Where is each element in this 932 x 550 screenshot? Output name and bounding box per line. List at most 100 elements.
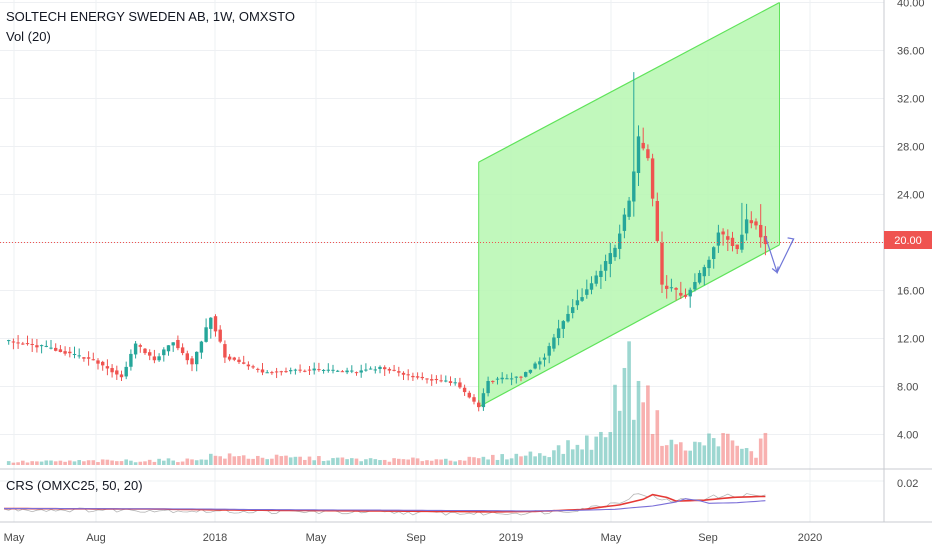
candle-body [716, 232, 721, 246]
volume-bar [467, 456, 472, 465]
candle-body [58, 349, 63, 352]
time-axis[interactable]: May Aug 2018 May Sep 2019 May Sep 2020 [4, 532, 823, 544]
candle-body [82, 357, 86, 359]
volume-bar [241, 455, 246, 465]
volume-bar [251, 458, 255, 465]
volume-bar [227, 453, 232, 465]
candle-body [561, 321, 565, 329]
volume-bar [232, 456, 237, 465]
crs-slow-line [4, 498, 766, 512]
volume-bar [288, 457, 293, 465]
arrow-head-up [787, 237, 795, 246]
volume-bar [608, 432, 613, 465]
candle-body [533, 363, 537, 369]
candle-body [669, 287, 674, 289]
candle-body [7, 340, 11, 342]
volume-bar [646, 385, 650, 465]
candle-body [387, 368, 392, 371]
candle-body [284, 371, 288, 373]
candle-body [674, 287, 678, 290]
candle-body [359, 370, 363, 373]
candle-body [115, 370, 119, 375]
volume-bar [378, 460, 382, 465]
volume-bar [326, 460, 331, 465]
candle-body [406, 374, 410, 376]
time-tick-label: 2020 [798, 532, 822, 544]
volume-bar [11, 462, 16, 465]
volume-bar [641, 402, 645, 465]
price-axis[interactable]: 4.00 8.00 12.00 16.00 24.00 28.00 32.00 36.00 40… [897, 0, 925, 442]
candle-body [397, 371, 401, 373]
volume-bar [401, 459, 406, 465]
candle-body [303, 370, 307, 372]
volume-bar [237, 456, 241, 465]
candle-body [585, 289, 589, 295]
volume-bar [162, 460, 166, 465]
volume-bar [688, 450, 692, 465]
volume-bar [472, 457, 476, 465]
last-price-text: 20.00 [894, 235, 922, 247]
candle-body [439, 380, 443, 382]
candle-body [274, 371, 279, 373]
candle-body [256, 368, 260, 370]
candle-body [336, 370, 340, 372]
candle-body [462, 387, 467, 393]
volume-bar [702, 445, 707, 465]
candle-body [368, 368, 373, 370]
last-price-tag [884, 231, 932, 249]
forecast-arrows[interactable] [764, 236, 795, 275]
candle-body [171, 342, 175, 346]
candle-body [63, 351, 67, 354]
volume-bar [711, 438, 716, 465]
volume-bar [350, 458, 354, 465]
volume-bar [594, 436, 598, 465]
volume-bar [166, 458, 171, 465]
candle-body [307, 369, 312, 371]
price-tick-label: 24.00 [897, 190, 925, 202]
volume-bar [274, 454, 279, 465]
candle-body [373, 369, 377, 371]
candle-body [166, 345, 171, 352]
volume-bar [730, 440, 735, 465]
candle-body [232, 357, 236, 360]
candle-body [495, 378, 500, 380]
volume-bar [82, 461, 86, 465]
candle-body [223, 344, 227, 358]
volume-bar [270, 458, 274, 465]
volume-bar [307, 456, 312, 465]
crs-tick: 0.02 [897, 478, 918, 490]
volume-bar [509, 458, 514, 465]
volume-bar [547, 457, 551, 465]
volume-bar [500, 454, 504, 465]
price-tick-label: 28.00 [897, 142, 925, 154]
candle-body [472, 397, 476, 402]
volume-bar [260, 457, 265, 465]
volume-bar [392, 458, 396, 465]
volume-bar [570, 449, 575, 465]
volume-bar [265, 459, 269, 465]
candle-body [763, 235, 768, 245]
volume-bar [674, 444, 678, 465]
candle-body [96, 360, 100, 364]
volume-bar [279, 456, 284, 465]
candle-body [340, 371, 345, 373]
volume-bar [660, 445, 664, 465]
candle-body [317, 369, 321, 371]
candle-body [702, 267, 706, 277]
volume-bar [721, 433, 725, 465]
candle-body [665, 285, 669, 289]
channel-lower-line [478, 244, 780, 408]
volume-bar [439, 459, 443, 465]
candle-body [580, 297, 584, 301]
volume-bar [58, 460, 63, 465]
volume-bar [147, 459, 152, 465]
volume-bar [538, 453, 542, 465]
candle-body [152, 356, 157, 361]
candle-body [444, 380, 448, 382]
volume-bar [345, 459, 349, 465]
candle-body [608, 253, 612, 264]
volume-bar [589, 449, 594, 465]
volume-bar [683, 450, 688, 465]
time-tick-label: May [306, 532, 327, 544]
